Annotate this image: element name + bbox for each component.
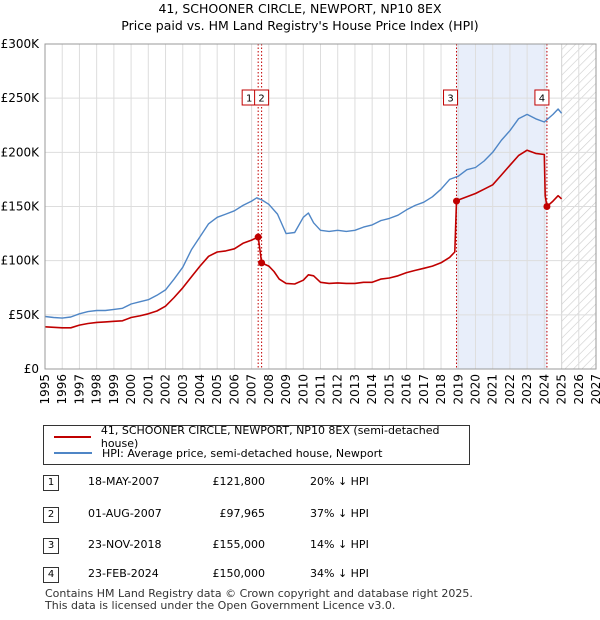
sale-label-box: 4: [534, 89, 550, 106]
legend-swatch-price: [54, 436, 91, 438]
sale-point: [453, 197, 461, 205]
x-tick-label: 2009: [279, 374, 293, 405]
x-tick-label: 1999: [107, 374, 121, 405]
y-tick-label: £200K: [1, 145, 41, 159]
footer-attribution: Contains HM Land Registry data © Crown c…: [45, 588, 473, 612]
sale-label-text: 4: [539, 94, 545, 105]
y-tick-label: £250K: [1, 91, 41, 105]
x-tick-label: 2022: [503, 374, 517, 405]
x-tick-label: 2027: [589, 374, 600, 405]
y-tick-label: £150K: [1, 200, 41, 214]
x-tick-label: 2017: [417, 374, 431, 405]
x-tick-label: 2000: [124, 374, 138, 405]
x-tick-label: 2007: [245, 374, 259, 405]
x-tick-label: 2020: [468, 374, 482, 405]
x-tick-label: 2004: [193, 374, 207, 405]
x-tick-label: 2023: [520, 374, 534, 405]
sale-label-box: 2: [254, 89, 270, 106]
sale-label-frame: [443, 89, 459, 106]
sale-label-box: 1: [241, 89, 257, 106]
x-tick-label: 2002: [159, 374, 173, 405]
row-price: £150,000: [212, 567, 266, 580]
x-tick-label: 2006: [227, 374, 241, 405]
legend: 41, SCHOONER CIRCLE, NEWPORT, NP10 8EX (…: [43, 424, 470, 465]
table-row: 4 23-FEB-2024 £150,000 34% ↓ HPI: [0, 567, 600, 585]
row-date: 23-FEB-2024: [88, 567, 159, 580]
x-tick-label: 2011: [314, 374, 328, 405]
x-tick-label: 2026: [572, 374, 586, 405]
y-tick-label: £300K: [1, 37, 41, 51]
sale-label-frame: [254, 89, 270, 106]
row-hpi-diff: 14% ↓ HPI: [310, 538, 369, 551]
x-tick-label: 1998: [90, 374, 104, 405]
x-tick-label: 2015: [382, 374, 396, 405]
x-tick-label: 2016: [400, 374, 414, 405]
sale-label-text: 3: [447, 94, 453, 105]
row-number-badge: 2: [43, 507, 59, 523]
row-date: 23-NOV-2018: [88, 538, 162, 551]
row-price: £155,000: [212, 538, 266, 551]
table-row: 2 01-AUG-2007 £97,965 37% ↓ HPI: [0, 507, 600, 525]
series-line-price: [44, 149, 563, 329]
footer-line-2: This data is licensed under the Open Gov…: [45, 599, 396, 612]
x-tick-label: 2013: [348, 374, 362, 405]
x-tick-label: 1995: [38, 374, 52, 405]
x-tick-label: 2005: [210, 374, 224, 405]
footer-line-1: Contains HM Land Registry data © Crown c…: [45, 587, 473, 600]
y-tick-label: £100K: [1, 254, 41, 268]
x-tick-label: 2018: [434, 374, 448, 405]
row-hpi-diff: 34% ↓ HPI: [310, 567, 369, 580]
chart-subtitle: Price paid vs. HM Land Registry's House …: [121, 18, 479, 33]
row-hpi-diff: 20% ↓ HPI: [310, 475, 369, 488]
row-number-badge: 1: [43, 475, 59, 491]
sale-label-frame: [534, 89, 550, 106]
x-tick-label: 2019: [451, 374, 465, 405]
x-tick-label: 2003: [176, 374, 190, 405]
chart-title: 41, SCHOONER CIRCLE, NEWPORT, NP10 8EX: [158, 1, 442, 16]
x-tick-label: 2001: [141, 374, 155, 405]
sale-point: [258, 259, 266, 267]
x-tick-label: 2025: [555, 374, 569, 405]
x-tick-label: 2021: [486, 374, 500, 405]
row-hpi-diff: 37% ↓ HPI: [310, 507, 369, 520]
sale-label-box: 3: [443, 89, 459, 106]
y-tick-label: £50K: [8, 308, 40, 322]
x-tick-label: 1996: [55, 374, 69, 405]
x-tick-label: 2014: [365, 374, 379, 405]
y-tick-label: £0: [24, 362, 39, 376]
x-tick-label: 2024: [537, 374, 551, 405]
legend-item-price: 41, SCHOONER CIRCLE, NEWPORT, NP10 8EX (…: [54, 424, 469, 450]
row-number-badge: 4: [43, 567, 59, 583]
x-tick-label: 2012: [331, 374, 345, 405]
sale-label-text: 1: [246, 94, 252, 105]
legend-swatch-hpi: [54, 452, 92, 454]
row-price: £97,965: [219, 507, 266, 520]
legend-label-hpi: HPI: Average price, semi-detached house,…: [102, 446, 383, 460]
table-row: 3 23-NOV-2018 £155,000 14% ↓ HPI: [0, 538, 600, 556]
sale-point: [543, 203, 551, 210]
x-tick-label: 2008: [262, 374, 276, 405]
x-tick-label: 1997: [72, 374, 86, 405]
legend-label-price: 41, SCHOONER CIRCLE, NEWPORT, NP10 8EX (…: [100, 424, 440, 450]
row-date: 18-MAY-2007: [88, 475, 160, 488]
sale-point: [254, 233, 262, 241]
legend-item-hpi: HPI: Average price, semi-detached house,…: [54, 446, 382, 460]
sale-label-text: 2: [258, 94, 264, 105]
row-price: £121,800: [212, 475, 266, 488]
plot-border: [44, 43, 597, 370]
row-number-badge: 3: [43, 538, 59, 554]
table-row: 1 18-MAY-2007 £121,800 20% ↓ HPI: [0, 475, 600, 493]
series-line-hpi: [44, 108, 563, 319]
x-tick-label: 2010: [296, 374, 310, 405]
row-date: 01-AUG-2007: [88, 507, 162, 520]
